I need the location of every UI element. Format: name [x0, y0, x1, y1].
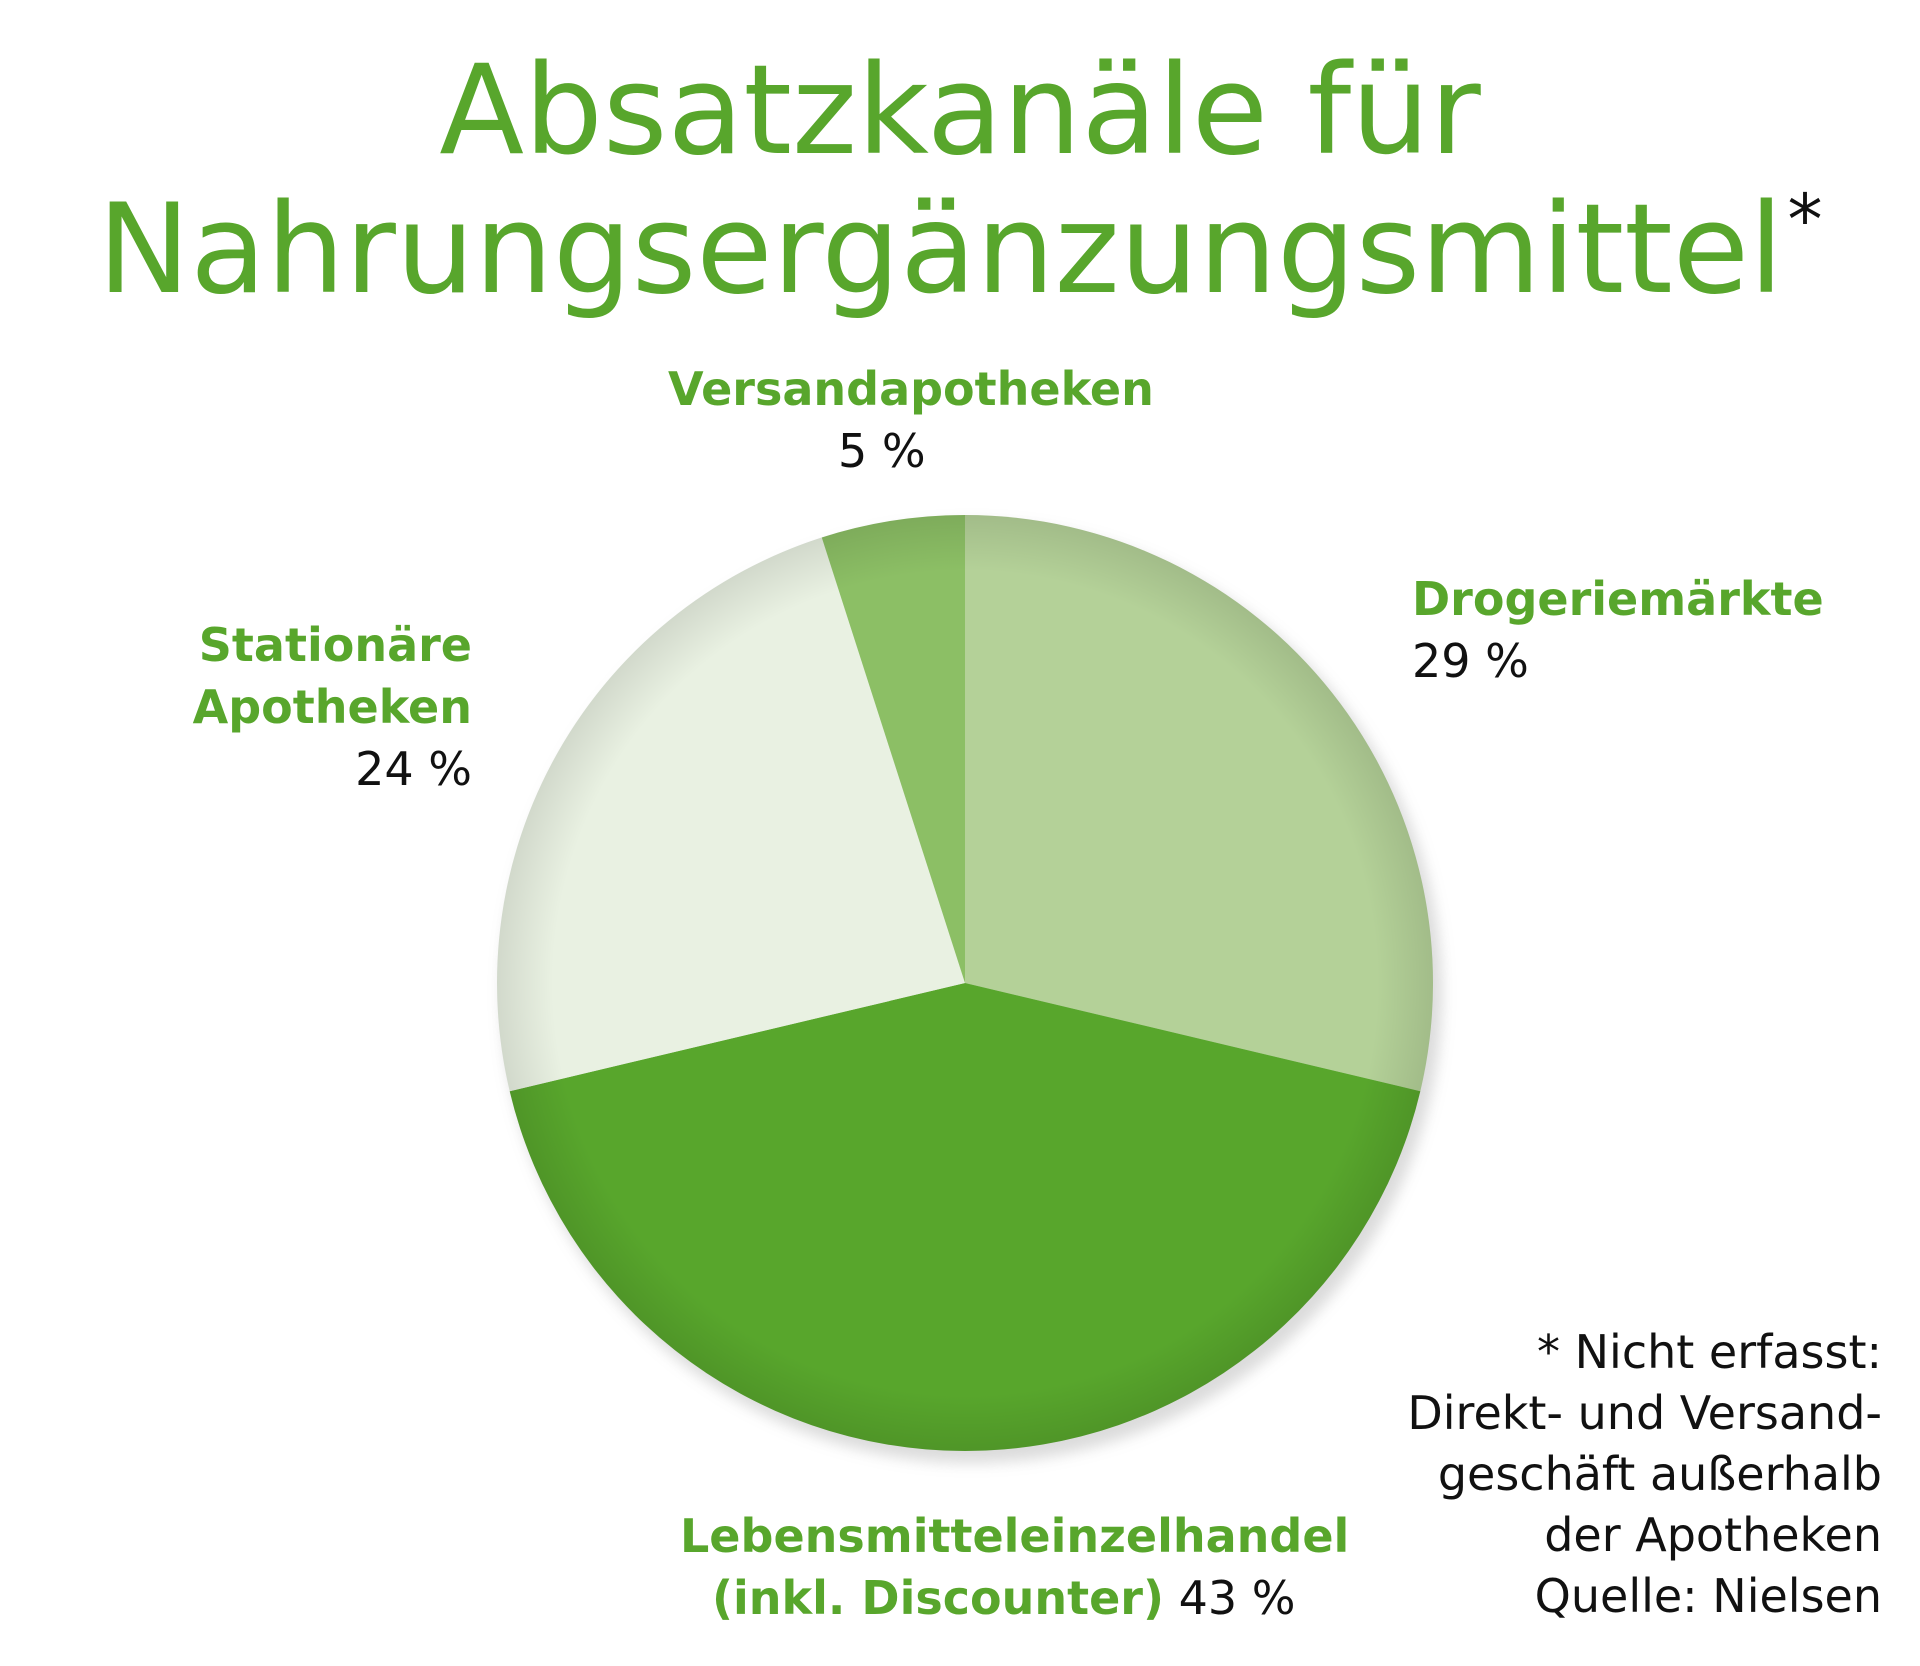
label-drogeriemaerkte-name: Drogeriemärkte	[1412, 572, 1824, 626]
footnote: * Nicht erfasst: Direkt- und Versand- ge…	[1407, 1322, 1882, 1627]
label-stationaere-apotheken-name-line2: Apotheken	[192, 680, 472, 734]
chart-title-asterisk: *	[1787, 178, 1823, 261]
chart-title-line2: Nahrungsergänzungsmittel*	[0, 177, 1920, 322]
label-lebensmitteleinzelhandel-value: 43 %	[1178, 1571, 1296, 1625]
label-drogeriemaerkte: Drogeriemärkte 29 %	[1412, 568, 1824, 692]
chart-title-line2-text: Nahrungsergänzungsmittel	[97, 177, 1784, 322]
label-stationaere-apotheken-name-line1: Stationäre	[198, 618, 472, 672]
label-stationaere-apotheken: Stationäre Apotheken 24 %	[160, 614, 472, 800]
label-lebensmitteleinzelhandel: Lebensmitteleinzelhandel (inkl. Discount…	[680, 1505, 1349, 1629]
label-versandapotheken-name: Versandapotheken	[668, 362, 1154, 416]
label-lebensmitteleinzelhandel-name-line2: (inkl. Discounter)	[712, 1571, 1164, 1625]
footnote-line3: geschäft außerhalb	[1437, 1447, 1882, 1501]
chart-title-line1: Absatzkanäle für	[439, 39, 1481, 183]
footnote-line4: der Apotheken	[1544, 1508, 1882, 1562]
footnote-line2: Direkt- und Versand-	[1407, 1386, 1882, 1440]
label-versandapotheken-value: 5 %	[838, 424, 926, 478]
footnote-line1: * Nicht erfasst:	[1537, 1325, 1882, 1379]
label-lebensmitteleinzelhandel-name-line1: Lebensmitteleinzelhandel	[680, 1509, 1350, 1563]
pie-rim-shading	[497, 515, 1433, 1451]
footnote-line5: Quelle: Nielsen	[1534, 1569, 1882, 1623]
label-stationaere-apotheken-value: 24 %	[355, 742, 472, 796]
label-versandapotheken: Versandapotheken 5 %	[668, 358, 1154, 482]
label-lebensmitteleinzelhandel-line2: (inkl. Discounter) 43 %	[680, 1567, 1349, 1629]
chart-title: Absatzkanäle für Nahrungsergänzungsmitte…	[0, 42, 1920, 320]
label-drogeriemaerkte-value: 29 %	[1412, 634, 1529, 688]
